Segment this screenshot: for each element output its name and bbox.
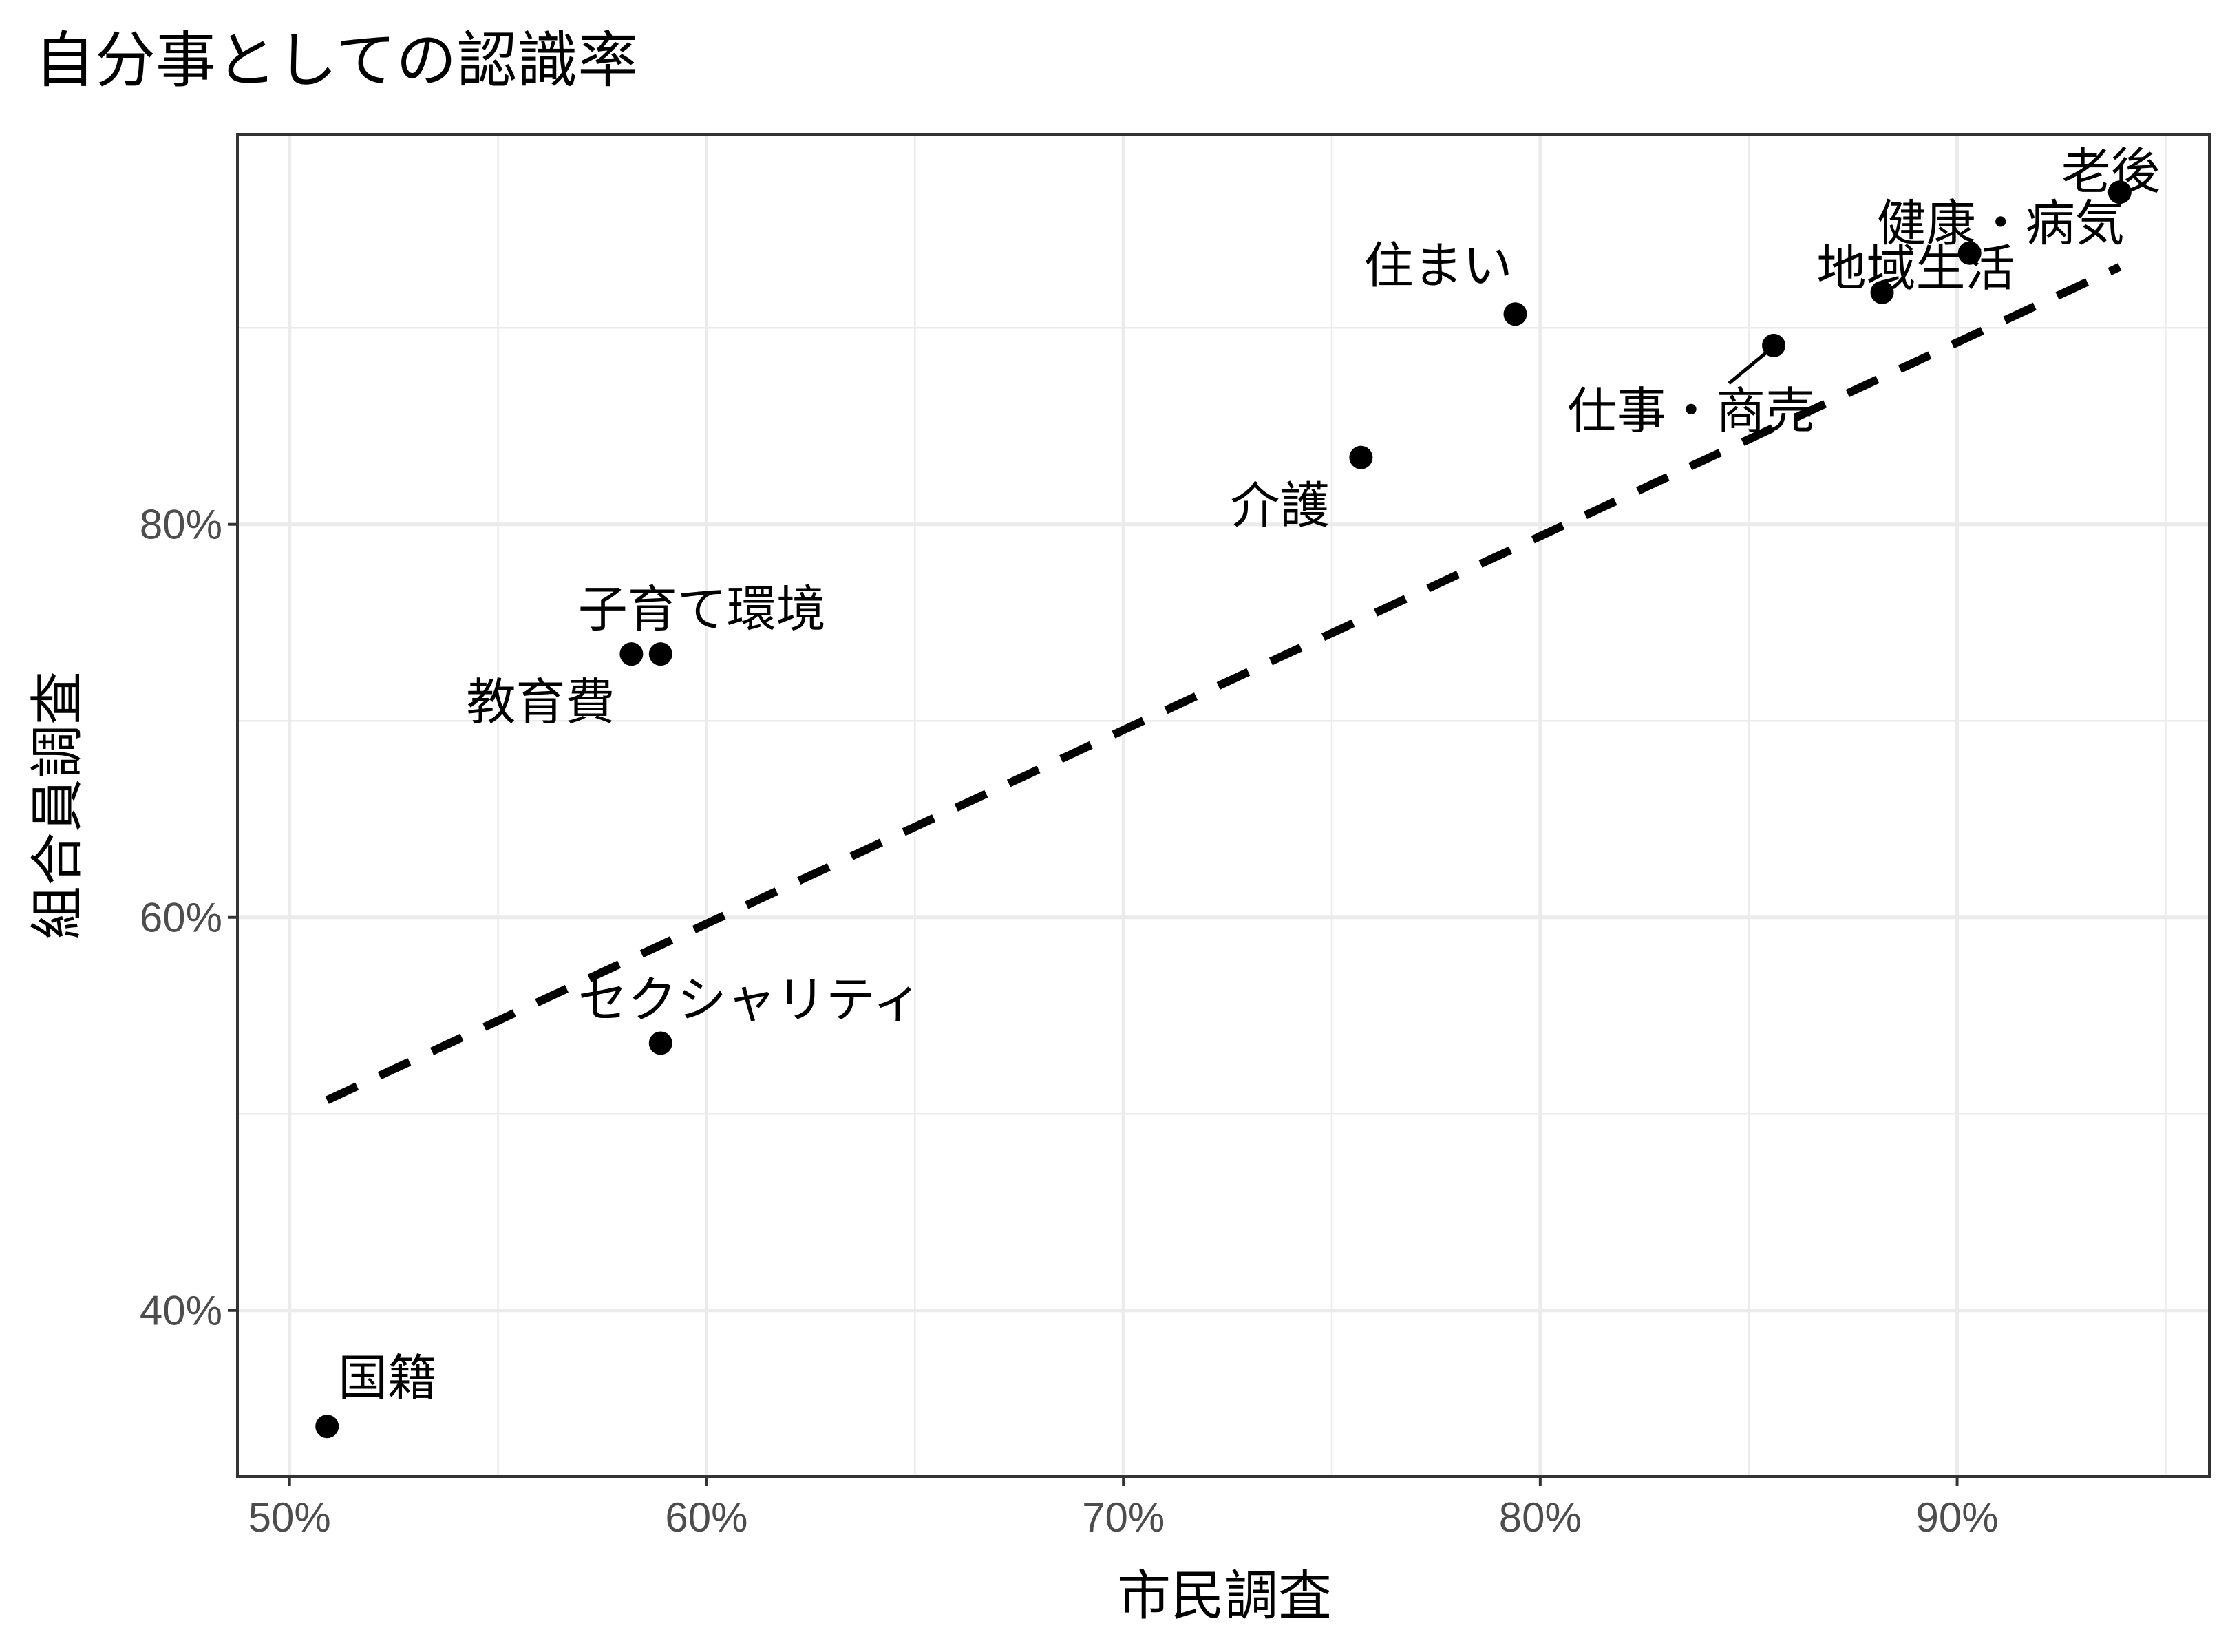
x-tick-label: 90% <box>1915 1494 1998 1540</box>
point-label: 住まい <box>1363 237 1512 295</box>
point-label: 国籍 <box>338 1349 437 1407</box>
grid <box>237 134 2209 1476</box>
plot-panel-border <box>236 133 2211 1478</box>
point-label: 健康・病気 <box>1877 195 2125 253</box>
point-label: 仕事・商売 <box>1567 382 1815 440</box>
x-tick-label: 70% <box>1082 1494 1165 1540</box>
data-point <box>1870 280 1894 304</box>
point-label: 老後 <box>2061 142 2160 200</box>
y-axis-title: 組合員調査 <box>27 671 89 940</box>
x-axis: 50% 60% 70% 80% 90% <box>248 1476 1999 1540</box>
point-label: 子育て環境 <box>578 580 826 638</box>
trend-line <box>325 263 2122 1104</box>
point-label: 地域生活 <box>1817 240 2015 297</box>
data-point <box>1349 445 1373 469</box>
y-axis: 40% 60% 80% <box>140 502 237 1334</box>
x-tick-label: 60% <box>665 1494 747 1540</box>
points-layer <box>315 180 2132 1439</box>
data-point <box>648 1031 672 1055</box>
label-leader-line <box>1728 349 1770 385</box>
y-tick-label: 40% <box>140 1288 222 1334</box>
data-point <box>648 642 672 666</box>
data-point <box>1957 241 1982 265</box>
x-axis-title: 市民調査 <box>1117 1565 1332 1627</box>
point-label: 教育費 <box>466 673 615 731</box>
trend-layer <box>325 263 2122 1104</box>
chart-title: 自分事としての認識率 <box>34 25 638 96</box>
data-point <box>2107 180 2132 204</box>
x-tick-label: 80% <box>1499 1494 1582 1540</box>
y-tick-label: 80% <box>140 502 222 548</box>
point-label: 介護 <box>1230 477 1329 535</box>
data-point <box>315 1415 339 1439</box>
x-tick-label: 50% <box>248 1494 331 1540</box>
y-tick-label: 60% <box>140 895 222 941</box>
data-point <box>1503 302 1527 326</box>
point-label: セクシャリティ <box>578 971 922 1028</box>
data-point <box>619 642 644 666</box>
